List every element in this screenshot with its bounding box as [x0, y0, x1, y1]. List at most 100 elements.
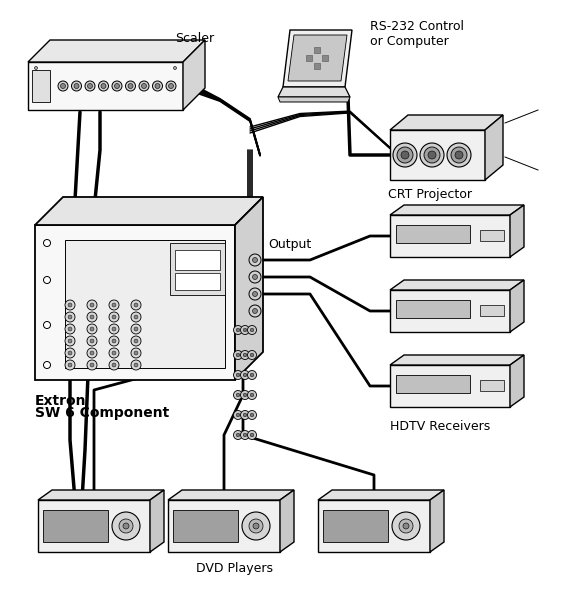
- Circle shape: [166, 81, 176, 91]
- Circle shape: [139, 81, 149, 91]
- Circle shape: [243, 433, 247, 437]
- Circle shape: [236, 413, 240, 417]
- Polygon shape: [390, 215, 510, 257]
- Circle shape: [403, 523, 409, 529]
- Circle shape: [112, 351, 116, 355]
- Circle shape: [109, 336, 119, 346]
- Circle shape: [90, 315, 94, 319]
- Circle shape: [393, 143, 417, 167]
- Circle shape: [249, 254, 261, 266]
- Circle shape: [247, 326, 256, 335]
- Circle shape: [131, 324, 141, 334]
- Circle shape: [65, 324, 75, 334]
- Text: Extron: Extron: [35, 394, 87, 408]
- Circle shape: [58, 81, 68, 91]
- Circle shape: [68, 303, 72, 307]
- Circle shape: [131, 312, 141, 322]
- Circle shape: [109, 348, 119, 358]
- Circle shape: [236, 393, 240, 397]
- Circle shape: [247, 411, 256, 420]
- Polygon shape: [173, 510, 238, 542]
- Circle shape: [243, 373, 247, 377]
- Polygon shape: [235, 197, 263, 380]
- Polygon shape: [390, 130, 485, 180]
- Circle shape: [247, 391, 256, 399]
- Circle shape: [243, 328, 247, 332]
- Circle shape: [134, 315, 138, 319]
- Circle shape: [247, 370, 256, 379]
- Circle shape: [234, 370, 242, 379]
- Circle shape: [250, 373, 254, 377]
- Circle shape: [128, 83, 133, 89]
- Circle shape: [90, 351, 94, 355]
- Polygon shape: [510, 205, 524, 257]
- Circle shape: [134, 339, 138, 343]
- Polygon shape: [288, 35, 347, 81]
- Polygon shape: [390, 365, 510, 407]
- Circle shape: [236, 328, 240, 332]
- Polygon shape: [323, 510, 388, 542]
- Circle shape: [141, 83, 146, 89]
- Circle shape: [43, 362, 51, 368]
- Circle shape: [87, 336, 97, 346]
- Circle shape: [71, 81, 82, 91]
- Polygon shape: [43, 510, 108, 542]
- Polygon shape: [480, 305, 504, 316]
- Polygon shape: [280, 490, 294, 552]
- Circle shape: [173, 66, 177, 69]
- Circle shape: [401, 151, 409, 159]
- Circle shape: [241, 391, 250, 399]
- Polygon shape: [168, 500, 280, 552]
- Polygon shape: [396, 225, 470, 243]
- Polygon shape: [65, 240, 225, 368]
- Circle shape: [241, 431, 250, 440]
- Circle shape: [87, 360, 97, 370]
- Circle shape: [101, 83, 106, 89]
- Circle shape: [65, 336, 75, 346]
- Circle shape: [250, 328, 254, 332]
- Polygon shape: [35, 197, 263, 225]
- Circle shape: [236, 433, 240, 437]
- Circle shape: [134, 363, 138, 367]
- Polygon shape: [396, 375, 470, 393]
- Circle shape: [112, 512, 140, 540]
- Circle shape: [241, 350, 250, 359]
- Circle shape: [131, 336, 141, 346]
- Polygon shape: [38, 500, 150, 552]
- Polygon shape: [28, 62, 183, 110]
- Text: CRT Projector: CRT Projector: [388, 188, 472, 201]
- Circle shape: [247, 431, 256, 440]
- Polygon shape: [175, 250, 220, 270]
- Text: RS-232 Control
or Computer: RS-232 Control or Computer: [370, 20, 464, 48]
- Circle shape: [250, 433, 254, 437]
- Circle shape: [68, 339, 72, 343]
- Polygon shape: [390, 355, 524, 365]
- Polygon shape: [510, 355, 524, 407]
- Circle shape: [99, 81, 108, 91]
- Circle shape: [112, 315, 116, 319]
- Polygon shape: [306, 55, 312, 61]
- Circle shape: [134, 303, 138, 307]
- Text: Output: Output: [268, 238, 311, 251]
- Circle shape: [253, 292, 258, 297]
- Circle shape: [249, 305, 261, 317]
- Circle shape: [243, 393, 247, 397]
- Circle shape: [447, 143, 471, 167]
- Circle shape: [455, 151, 463, 159]
- Circle shape: [250, 393, 254, 397]
- Circle shape: [68, 351, 72, 355]
- Circle shape: [90, 303, 94, 307]
- Circle shape: [253, 257, 258, 263]
- Circle shape: [65, 312, 75, 322]
- Circle shape: [65, 348, 75, 358]
- Polygon shape: [168, 490, 294, 500]
- Circle shape: [87, 348, 97, 358]
- Circle shape: [112, 81, 122, 91]
- Circle shape: [253, 309, 258, 313]
- Circle shape: [397, 147, 413, 163]
- Circle shape: [131, 300, 141, 310]
- Polygon shape: [390, 205, 524, 215]
- Text: HDTV Receivers: HDTV Receivers: [390, 420, 490, 433]
- Circle shape: [109, 300, 119, 310]
- Circle shape: [131, 360, 141, 370]
